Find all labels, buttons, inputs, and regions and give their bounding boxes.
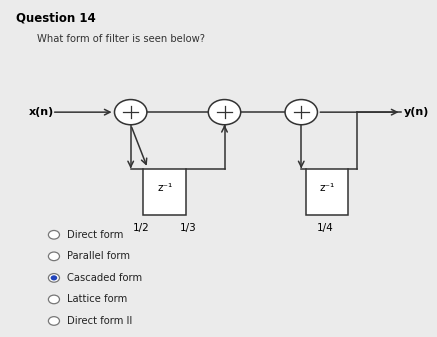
Text: Direct form: Direct form (67, 230, 123, 240)
Circle shape (51, 275, 57, 280)
Circle shape (49, 252, 59, 261)
Text: Direct form II: Direct form II (67, 316, 132, 326)
Bar (305, 168, 348, 215)
Bar (143, 168, 186, 215)
Text: x(n): x(n) (28, 107, 54, 117)
Text: 1/2: 1/2 (133, 223, 150, 233)
Text: Cascaded form: Cascaded form (67, 273, 142, 283)
Text: y(n): y(n) (404, 107, 429, 117)
Circle shape (285, 99, 317, 125)
Circle shape (49, 231, 59, 239)
Text: Parallel form: Parallel form (67, 251, 130, 261)
Text: Lattice form: Lattice form (67, 295, 127, 304)
Circle shape (49, 317, 59, 325)
Text: z⁻¹: z⁻¹ (157, 183, 173, 193)
Circle shape (49, 295, 59, 304)
Circle shape (49, 274, 59, 282)
Text: What form of filter is seen below?: What form of filter is seen below? (37, 34, 205, 44)
Text: Question 14: Question 14 (16, 11, 95, 24)
Circle shape (208, 99, 241, 125)
Text: 1/3: 1/3 (180, 223, 197, 233)
Circle shape (114, 99, 147, 125)
Text: 1/4: 1/4 (316, 223, 333, 233)
Text: z⁻¹: z⁻¹ (319, 183, 334, 193)
